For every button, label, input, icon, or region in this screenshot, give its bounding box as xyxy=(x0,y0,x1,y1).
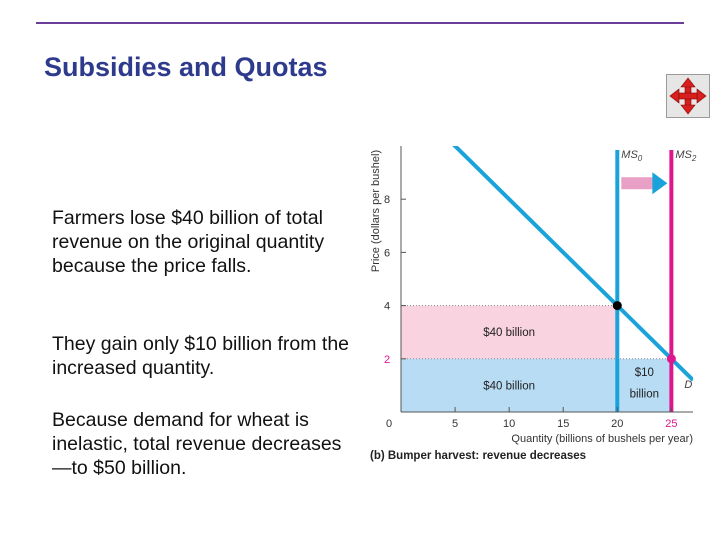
y-axis-label: Price (dollars per bushel) xyxy=(370,150,382,272)
supply-shift-arrow-head xyxy=(652,172,668,195)
supply-label-0: MS0 xyxy=(621,149,643,163)
paragraph-revenue-gain: They gain only $10 billion from the incr… xyxy=(52,333,350,379)
supply-shift-arrow-body xyxy=(621,177,654,190)
demand-label: D xyxy=(684,379,692,391)
revenue-region-label-1: $40 billion xyxy=(483,380,535,392)
y-tick-label-2: 2 xyxy=(384,354,390,366)
x-tick-label-20: 20 xyxy=(611,418,623,430)
revenue-region-label-0: $40 billion xyxy=(483,327,535,339)
x-axis-label: Quantity (billions of bushels per year) xyxy=(511,433,693,445)
bumper-harvest-chart: $40 billion $40 billion $10 billion MS0 MS2 D 2… xyxy=(370,146,697,462)
chart-caption: (b) Bumper harvest: revenue decreases xyxy=(370,450,586,462)
gain-region-label-line-1: billion xyxy=(630,388,659,400)
top-rule xyxy=(36,22,684,24)
x-tick-label-0: 0 xyxy=(386,418,392,430)
paragraph-revenue-loss: Farmers lose $40 billion of total revenu… xyxy=(52,207,325,277)
four-way-arrows-icon xyxy=(669,77,707,115)
equilibrium-point-0 xyxy=(612,301,622,311)
paragraph-conclusion: Because demand for wheat is inelastic, t… xyxy=(52,409,342,479)
y-tick-label-6: 6 xyxy=(384,247,390,259)
equilibrium-point-1 xyxy=(666,354,676,364)
x-tick-label-25: 25 xyxy=(665,418,677,430)
y-tick-label-4: 4 xyxy=(384,301,390,313)
demand-curve xyxy=(452,146,693,382)
slide-title: Subsidies and Quotas xyxy=(44,52,328,82)
navigation-button[interactable] xyxy=(666,74,710,118)
x-tick-label-5: 5 xyxy=(452,418,458,430)
revenue-region-1 xyxy=(401,358,618,412)
x-tick-label-15: 15 xyxy=(557,418,569,430)
y-tick-label-8: 8 xyxy=(384,194,390,206)
revenue-region-0 xyxy=(401,305,618,359)
supply-label-2: MS2 xyxy=(675,149,697,163)
x-tick-label-10: 10 xyxy=(503,418,515,430)
gain-region-label-line-0: $10 xyxy=(635,367,654,379)
revenue-region-2 xyxy=(617,358,672,412)
